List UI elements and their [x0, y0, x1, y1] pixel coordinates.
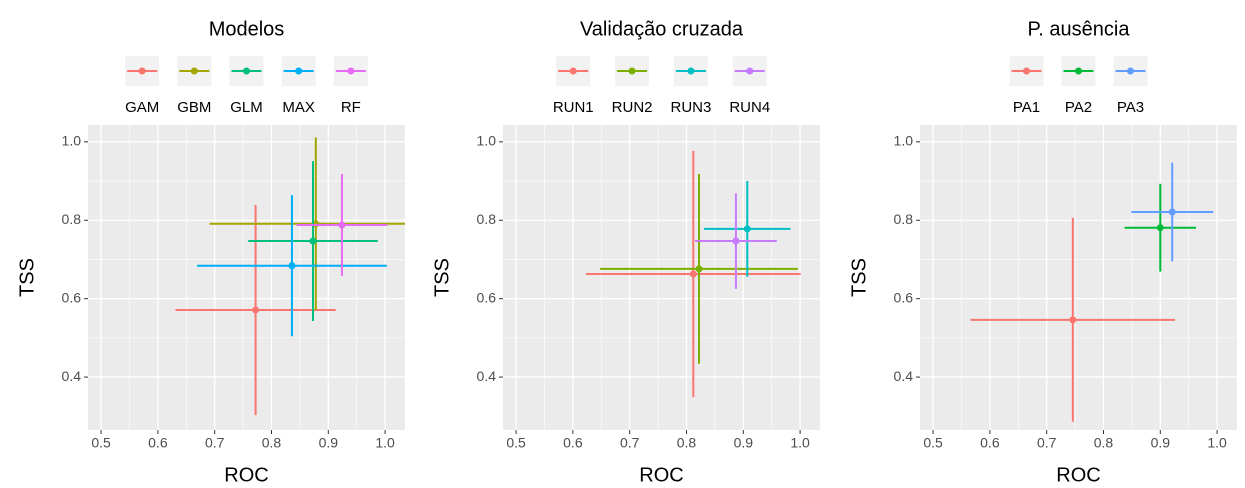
legend-label: PA3 [1117, 99, 1144, 116]
legend-label: RUN3 [671, 99, 712, 116]
legend-dot [1023, 67, 1030, 75]
point [252, 306, 260, 314]
point [338, 221, 346, 229]
legend-dot [569, 67, 577, 75]
panel-background [503, 125, 820, 430]
x-tick-label: 1.0 [375, 435, 395, 451]
y-tick-label: 1.0 [477, 133, 497, 149]
x-tick-label: 0.6 [980, 435, 1000, 451]
x-tick-label: 0.7 [205, 435, 225, 451]
legend-dot [243, 67, 250, 75]
y-tick-label: 0.6 [477, 289, 497, 305]
x-tick-label: 0.5 [923, 435, 943, 451]
x-axis-label: ROC [224, 464, 268, 486]
x-tick-label: 1.0 [1207, 435, 1227, 451]
y-axis-label: TSS [848, 258, 870, 297]
x-tick-label: 0.5 [91, 435, 111, 451]
legend-dot [295, 67, 303, 75]
legend-label: RF [341, 99, 361, 116]
legend-dot [628, 67, 636, 75]
legend-dot [347, 67, 355, 75]
x-tick-label: 0.5 [506, 435, 526, 451]
legend-label: RUN2 [612, 99, 653, 116]
legend-label: GAM [125, 99, 159, 116]
x-tick-label: 0.7 [620, 435, 640, 451]
chart-title: Modelos [209, 18, 285, 40]
legend-dot [746, 67, 754, 75]
legend-label: MAX [282, 99, 315, 116]
point [288, 262, 296, 270]
x-tick-label: 0.8 [1094, 435, 1114, 451]
y-tick-label: 0.4 [477, 368, 497, 384]
panel-background [88, 125, 405, 430]
chart-title: Validação cruzada [580, 18, 744, 40]
point [689, 270, 697, 278]
legend-label: PA2 [1065, 99, 1092, 116]
plot-area [88, 125, 405, 430]
legend-label: RUN4 [729, 99, 770, 116]
legend-dot [1075, 67, 1082, 75]
x-tick-label: 0.9 [319, 435, 339, 451]
x-tick-label: 0.8 [677, 435, 697, 451]
legend-label: GLM [230, 99, 263, 116]
panel-background [920, 125, 1237, 430]
y-tick-label: 0.8 [894, 211, 914, 227]
x-tick-label: 0.9 [1151, 435, 1171, 451]
point [1168, 208, 1176, 216]
x-axis-label: ROC [639, 464, 683, 486]
point [309, 237, 317, 245]
y-axis-label: TSS [16, 258, 38, 297]
x-tick-label: 0.6 [563, 435, 583, 451]
chart-title: P. ausência [1028, 18, 1131, 40]
legend-label: RUN1 [553, 99, 594, 116]
x-tick-label: 1.0 [790, 435, 810, 451]
y-tick-label: 0.6 [894, 289, 914, 305]
point [1069, 316, 1077, 324]
y-tick-label: 0.6 [62, 289, 82, 305]
y-axis-label: TSS [431, 258, 453, 297]
point [1156, 224, 1164, 232]
plot-area [920, 125, 1237, 430]
y-tick-label: 0.8 [62, 211, 82, 227]
y-tick-label: 1.0 [894, 133, 914, 149]
y-tick-label: 0.8 [477, 211, 497, 227]
legend-dot [190, 67, 198, 75]
plot-area [503, 125, 820, 430]
y-tick-label: 0.4 [894, 368, 914, 384]
legend-label: GBM [177, 99, 211, 116]
point [695, 265, 703, 273]
x-tick-label: 0.8 [262, 435, 282, 451]
y-tick-label: 1.0 [62, 133, 82, 149]
legend-dot [138, 67, 146, 75]
legend-label: PA1 [1013, 99, 1040, 116]
point [743, 225, 751, 233]
x-tick-label: 0.9 [734, 435, 754, 451]
x-tick-label: 0.7 [1037, 435, 1057, 451]
legend-dot [1127, 67, 1134, 75]
legend-dot [687, 67, 695, 75]
y-tick-label: 0.4 [62, 368, 82, 384]
x-tick-label: 0.6 [148, 435, 168, 451]
point [732, 237, 740, 245]
x-axis-label: ROC [1056, 464, 1100, 486]
